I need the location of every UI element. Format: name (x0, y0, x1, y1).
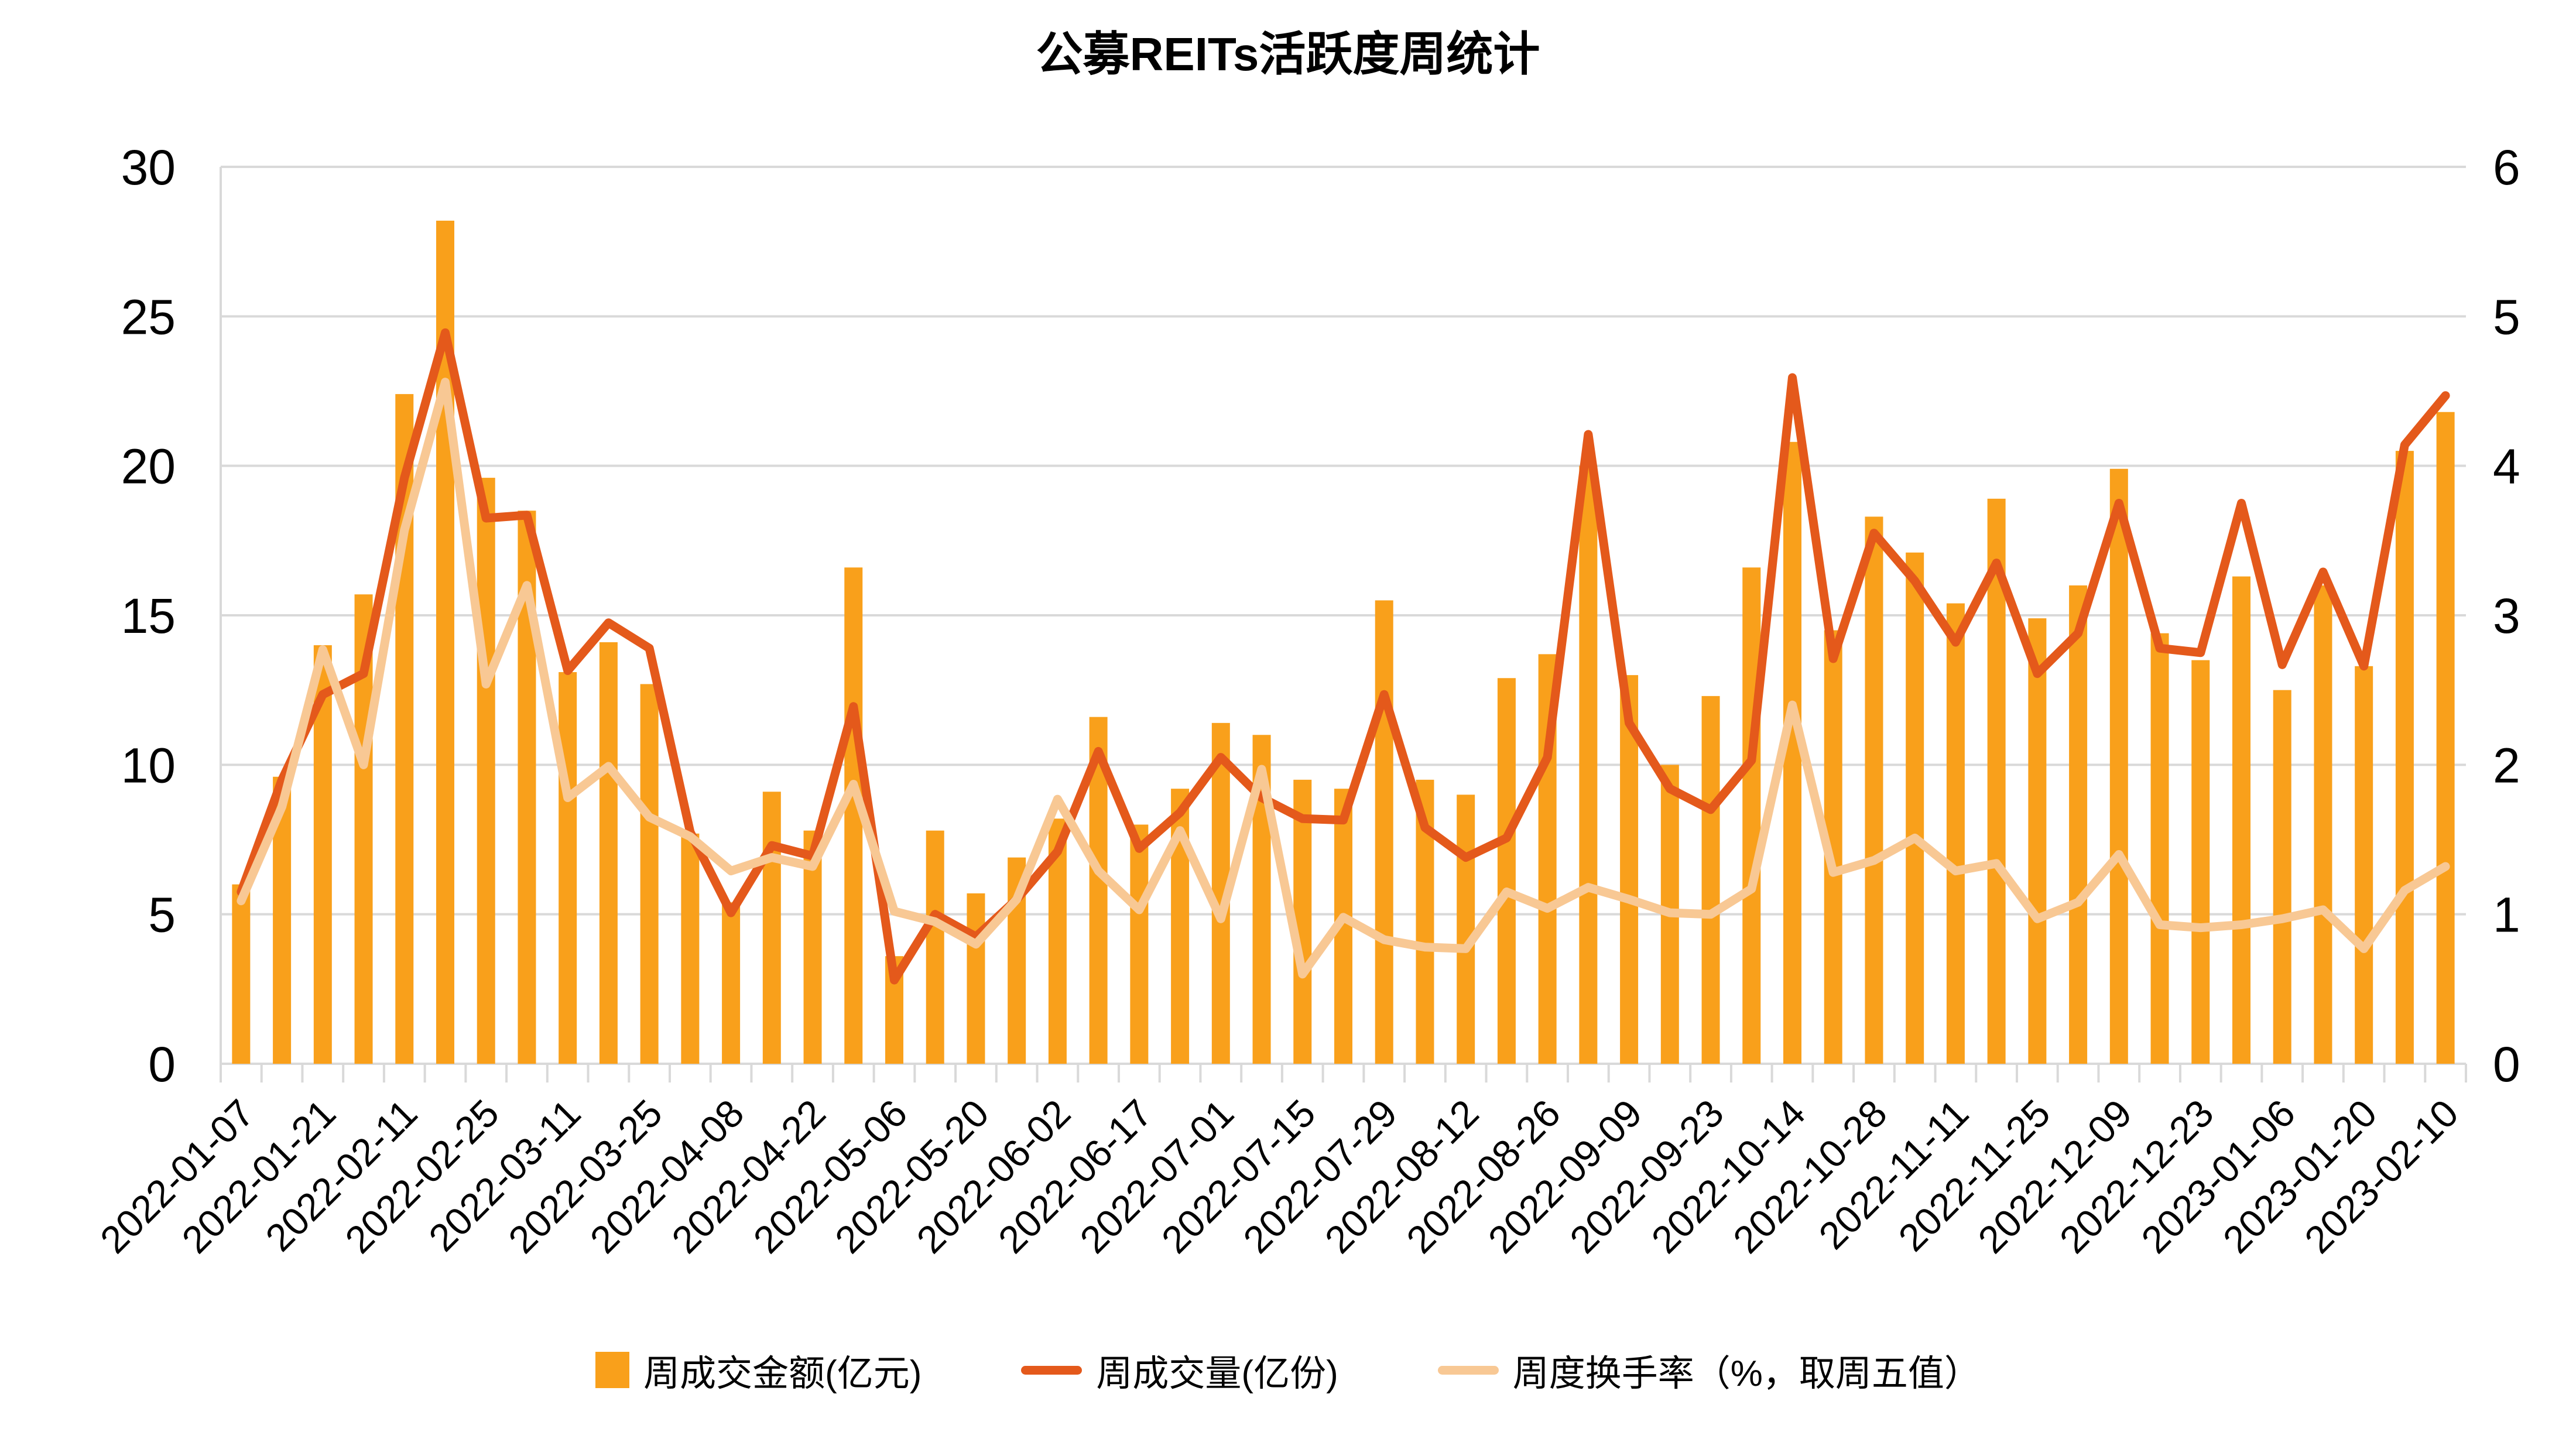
y-axis-label-left: 30 (121, 140, 176, 195)
y-axis-label-right: 4 (2493, 439, 2520, 494)
bar-weekly-amount (1497, 678, 1516, 1064)
bar-weekly-amount (2314, 585, 2332, 1064)
chart-legend: 周成交金额(亿元) 周成交量(亿份) 周度换手率（%，取周五值） (0, 1344, 2576, 1396)
bar-weekly-amount (926, 830, 944, 1064)
legend-item-volume: 周成交量(亿份) (1021, 1344, 1338, 1396)
bar-weekly-amount (1579, 465, 1598, 1064)
bar-weekly-amount (232, 884, 251, 1064)
bar-weekly-amount (559, 672, 577, 1064)
bar-weekly-amount (2232, 576, 2250, 1064)
y-axis-label-right: 6 (2493, 140, 2520, 195)
y-axis-label-left: 15 (121, 588, 176, 643)
legend-item-turnover: 周度换手率（%，取周五值） (1437, 1344, 1981, 1396)
y-axis-label-right: 5 (2493, 289, 2520, 344)
volume-line (237, 328, 2450, 985)
y-axis-label-right: 2 (2493, 738, 2520, 793)
legend-item-amount: 周成交金额(亿元) (595, 1344, 922, 1396)
y-axis-label-left: 5 (148, 888, 176, 943)
turnover-line-marker-icon (1437, 1365, 1499, 1375)
y-axis-label-right: 1 (2493, 888, 2520, 943)
bar-weekly-amount (1375, 600, 1393, 1064)
y-axis-label-left: 20 (121, 439, 176, 494)
bar-weekly-amount (2150, 633, 2169, 1064)
bar-weekly-amount (1701, 696, 1720, 1064)
bar-weekly-amount (722, 902, 741, 1064)
bar-weekly-amount (1457, 794, 1475, 1064)
bar-weekly-amount (599, 642, 618, 1064)
bar-weekly-amount (2069, 585, 2088, 1064)
bar-weekly-amount (762, 792, 781, 1064)
bar-weekly-amount (2395, 451, 2414, 1064)
bar-weekly-amount (477, 478, 495, 1064)
legend-label-amount: 周成交金额(亿元) (643, 1354, 922, 1394)
bar-weekly-amount (1742, 567, 1761, 1064)
bar-series-marker-icon (595, 1352, 630, 1388)
volume-line-marker-icon (1021, 1365, 1083, 1375)
bar-weekly-amount (967, 893, 985, 1064)
bar-weekly-amount (1987, 498, 2006, 1064)
bar-weekly-amount (2028, 618, 2047, 1064)
y-axis-label-left: 25 (121, 289, 176, 344)
chart-title: 公募REITs活跃度周统计 (1036, 28, 1540, 80)
y-axis-label-left: 0 (148, 1037, 176, 1092)
y-axis-label-left: 10 (121, 738, 176, 793)
y-axis-label-right: 3 (2493, 588, 2520, 643)
bar-weekly-amount (2191, 660, 2210, 1064)
bar-weekly-amount (1783, 441, 1801, 1064)
bar-weekly-amount (2436, 412, 2455, 1064)
bar-weekly-amount (640, 684, 659, 1064)
bar-weekly-amount (1130, 824, 1149, 1064)
legend-label-turnover: 周度换手率（%，取周五值） (1512, 1354, 1981, 1394)
bar-weekly-amount (2273, 690, 2291, 1064)
bar-weekly-amount (2355, 666, 2373, 1064)
y-axis-label-right: 0 (2493, 1037, 2520, 1092)
bar-weekly-amount (681, 833, 700, 1064)
bar-weekly-amount (1946, 603, 1965, 1064)
bar-weekly-amount (1906, 552, 1924, 1064)
legend-label-volume: 周成交量(亿份) (1096, 1354, 1338, 1394)
bar-weekly-amount (2109, 468, 2128, 1064)
turnover-line (237, 378, 2450, 979)
bar-weekly-amount (1865, 516, 1883, 1064)
